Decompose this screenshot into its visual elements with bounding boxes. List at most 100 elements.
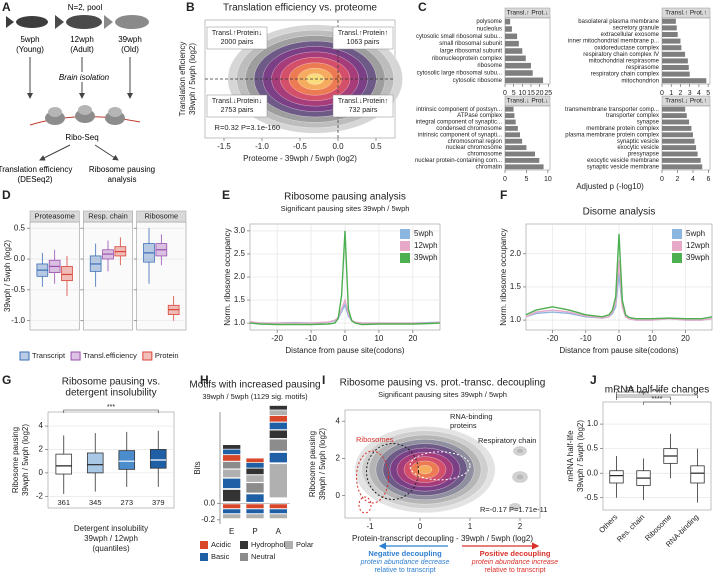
y-tick-label: respiratory chain complex [591, 72, 659, 78]
bar [662, 157, 701, 163]
x-tick-label: -10 [305, 334, 317, 343]
x-tick-label: 0 [503, 176, 507, 183]
y-tick-label: nuclear protein-containing com... [415, 158, 502, 164]
legend-label: Neutral [251, 552, 276, 561]
bar [505, 33, 518, 40]
logo-glyph [246, 494, 264, 502]
logo-glyph [246, 475, 264, 482]
y-axis-label: 39wph / 5wph (log2) [188, 43, 197, 115]
box [61, 266, 73, 282]
logo-glyph [269, 439, 287, 451]
y-tick-label: 0.0 [587, 468, 599, 477]
logo-glyph [246, 483, 264, 493]
panel-label: E [222, 188, 230, 202]
bar [505, 151, 535, 157]
legend-swatch [200, 541, 208, 549]
y-tick-label: mitochondrial respirasome [589, 58, 660, 64]
legend-swatch [672, 241, 682, 251]
group-stage: (Old) [121, 45, 139, 54]
legend-swatch [285, 541, 293, 549]
x-tick-label: -1 [366, 522, 374, 531]
logo-glyph [246, 504, 264, 509]
y-tick-label: 1.0 [587, 419, 599, 428]
chart-subtitle: Significant pausing sites 39wph / 5wph [378, 390, 507, 399]
y-tick-label: chromatin [476, 164, 502, 170]
density-contour [508, 502, 522, 511]
quadrant-label: Transl.↓Protein↓ [212, 98, 262, 105]
chart-title: Ribosome pausing analysis [284, 192, 406, 203]
legend-label: 39wph [414, 253, 438, 262]
quadrant-box [206, 26, 268, 50]
x-axis-label: Distance from pause site(codons) [285, 346, 405, 355]
x-tick-label: -1.5 [217, 142, 231, 151]
logo-glyph [269, 509, 287, 514]
bar [662, 145, 697, 151]
facet-title: Ribosome [144, 211, 178, 220]
count-label: 345 [89, 498, 102, 507]
quadrant-count: 2753 pairs [221, 107, 254, 114]
y-tick-label: 2.0 [234, 272, 246, 281]
legend-swatch [400, 241, 410, 251]
x-tick-label: -1.0 [255, 142, 269, 151]
bar [505, 55, 526, 62]
logo-glyph [269, 464, 287, 498]
bar [505, 18, 511, 25]
bar [662, 38, 681, 44]
fish-icons [6, 15, 149, 29]
y-tick-label: 0.5 [14, 223, 26, 232]
annotation: R=0.32 P=3.1e-160 [215, 123, 280, 132]
arrows [27, 57, 133, 161]
y-tick-label: 4 [39, 421, 44, 430]
box [690, 465, 705, 484]
y-tick-label: 4 [336, 416, 341, 425]
y-tick-label: chromosomal region [448, 139, 502, 145]
x-tick-label: P [252, 527, 257, 536]
y-axis-label: 39wph / 5wph (log2) [3, 240, 12, 312]
panel-label: J [590, 373, 597, 387]
logo-glyph [246, 514, 264, 519]
y-tick-label: inner mitochondrial membrane p... [568, 39, 659, 45]
y-tick-label: synaptic vesicle [617, 139, 660, 145]
y-axis-label: Norm. ribosome occupancy [223, 228, 232, 325]
facet-strip [136, 210, 187, 223]
legend-swatch [200, 553, 208, 561]
facet-strip [83, 210, 133, 223]
y-tick-label: synapse [637, 120, 660, 126]
quadrant-box [332, 94, 394, 118]
legend-label: Basic [211, 552, 230, 561]
legend-label: Acidic [211, 540, 231, 549]
quadrant-box [332, 26, 394, 50]
x-tick-label: 0 [343, 334, 348, 343]
y-tick-label: 2 [336, 454, 341, 463]
y-tick-label: 2 [39, 445, 44, 454]
logo-glyph [223, 478, 241, 489]
decoupling-note: protein abundance increase [471, 559, 559, 566]
bar [662, 113, 687, 119]
x-tick-label: A [276, 527, 282, 536]
facet-title: Transl.↓ Prot.↑ [665, 98, 707, 105]
x-axis-label: Distance from pause site(codons) [559, 346, 679, 355]
significance-label: **** [638, 391, 649, 398]
y-tick-label: cytosolic small ribosomal subu... [416, 34, 502, 40]
bar [505, 119, 516, 125]
bar [505, 106, 514, 112]
box [55, 453, 73, 475]
x-tick-label: 2 [679, 90, 683, 97]
chart-subtitle: 39wph / 5wph (1129 sig. motifs) [202, 392, 308, 401]
legend-swatch [400, 229, 410, 239]
logo-glyph [223, 514, 241, 519]
decoupling-label: Negative decoupling [368, 549, 442, 558]
y-tick-label: presynapse [628, 152, 660, 158]
y-tick-label: exocytic vesicle [617, 145, 659, 151]
bar [505, 77, 544, 84]
logo-glyph [269, 452, 287, 463]
logo-glyph [269, 415, 287, 422]
facet-title: Resp. chain [88, 211, 128, 220]
logo-glyph [269, 514, 287, 519]
group-stage: (Adult) [70, 45, 94, 54]
significance-label: *** [107, 404, 115, 411]
y-axis-label: 39wph / 5wph (log2) [21, 424, 30, 496]
y-tick-label: respirasome [626, 65, 660, 71]
bar [662, 64, 689, 71]
y-axis-label: 39wph / 5wph (log2) [318, 428, 327, 500]
